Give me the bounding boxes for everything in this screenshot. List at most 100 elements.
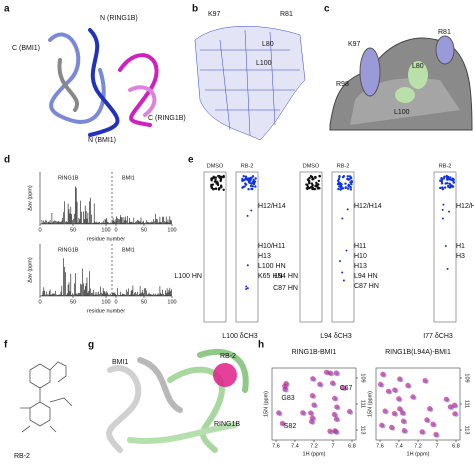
peak <box>281 422 287 427</box>
peak <box>251 187 254 191</box>
annotation: L100 <box>394 109 410 116</box>
peak <box>311 416 317 422</box>
peak <box>345 249 348 252</box>
peak <box>313 403 318 409</box>
x-tick-label: 7.6 <box>272 443 280 449</box>
peak <box>306 187 309 191</box>
protein-ribbon <box>106 348 249 453</box>
peak-label: H12/H14 <box>258 203 286 210</box>
peak <box>311 183 314 187</box>
peak <box>246 214 249 217</box>
peak <box>440 182 444 185</box>
peak <box>254 185 257 188</box>
y-tick-label: 111 <box>464 400 470 408</box>
peak <box>424 379 429 384</box>
peak <box>317 179 321 183</box>
x-axis-label: residue number <box>87 308 125 314</box>
peak <box>439 179 442 182</box>
spectrum-strip <box>331 171 355 323</box>
peak <box>311 187 314 191</box>
peak <box>333 397 339 402</box>
peak <box>222 175 225 179</box>
x-tick-label: 7.4 <box>291 443 299 449</box>
peak <box>429 407 434 412</box>
peak-label: H12/H14 <box>456 203 474 210</box>
peak-label: K65 HN <box>258 273 283 280</box>
peak-label: L100 HN <box>258 263 286 270</box>
peak <box>402 419 408 425</box>
peak <box>412 395 417 401</box>
panel-label: h <box>258 340 264 351</box>
x-tick-label: 100 <box>167 299 176 305</box>
peak <box>398 397 403 402</box>
peak <box>390 426 396 431</box>
panel-label: a <box>4 4 10 15</box>
x-tick-label: 50 <box>70 227 76 233</box>
peak <box>337 181 341 184</box>
peak <box>245 285 248 288</box>
peak <box>213 180 217 183</box>
peak <box>334 429 339 435</box>
protein-ribbon <box>48 28 159 137</box>
peak-label: H1 <box>456 243 465 250</box>
y-tick-label: 113 <box>360 426 366 435</box>
peak <box>346 175 349 178</box>
peak <box>348 410 354 415</box>
x-tick-label: 100 <box>167 227 176 233</box>
annotation: L80 <box>412 63 424 70</box>
peak <box>442 203 445 206</box>
peak <box>435 433 440 438</box>
peak-label: C87 HN <box>354 283 379 290</box>
strip-header: DMSO <box>303 163 320 169</box>
peak <box>211 183 215 186</box>
peak <box>452 179 455 182</box>
peak-label: H3 <box>456 253 465 260</box>
peak <box>445 397 451 403</box>
peak <box>441 217 444 220</box>
peak <box>341 271 344 274</box>
x-tick-label: 6.8 <box>348 443 356 449</box>
peak <box>401 411 407 417</box>
peak <box>254 177 257 180</box>
peak <box>382 373 387 378</box>
peak <box>214 187 218 191</box>
peak <box>210 185 213 188</box>
x-tick-label: 7.2 <box>414 443 422 449</box>
peak <box>308 186 311 190</box>
x-tick-label: 100 <box>101 299 110 305</box>
x-tick-label: 50 <box>141 227 147 233</box>
peak <box>211 177 214 180</box>
peak-label: G83 <box>281 395 294 402</box>
panel-label: c <box>324 4 330 15</box>
peak <box>348 178 351 181</box>
peak <box>318 175 322 178</box>
chain-name: BMI1 <box>122 247 135 253</box>
peak <box>381 423 386 429</box>
annotation: L80 <box>262 41 274 48</box>
peak <box>448 210 451 213</box>
annotation: R98 <box>336 81 349 88</box>
x-tick-label: 50 <box>141 299 147 305</box>
peak-label: L94 HN <box>274 273 298 280</box>
compound-name: RB-2 <box>14 453 30 460</box>
spectrum-strip <box>203 171 227 323</box>
strip-footer: L94 δCH3 <box>320 333 352 340</box>
y-axis-label: Δav (ppm) <box>27 185 33 211</box>
peak <box>338 175 341 179</box>
peak <box>247 188 250 191</box>
peak <box>441 187 445 191</box>
peak <box>217 188 221 191</box>
spectrum-strip <box>235 171 259 323</box>
chain-name: RING1B <box>58 247 79 253</box>
peak <box>312 377 317 382</box>
x-tick-label: 50 <box>70 299 76 305</box>
peak <box>398 377 404 383</box>
plot-title: RING1B-BMI1 <box>292 349 337 356</box>
peak <box>245 287 248 290</box>
peak <box>315 181 318 185</box>
x-axis-label: 1H (ppm) <box>407 451 430 457</box>
annotation: K97 <box>208 11 221 18</box>
peak <box>214 176 218 179</box>
peak <box>246 287 249 290</box>
